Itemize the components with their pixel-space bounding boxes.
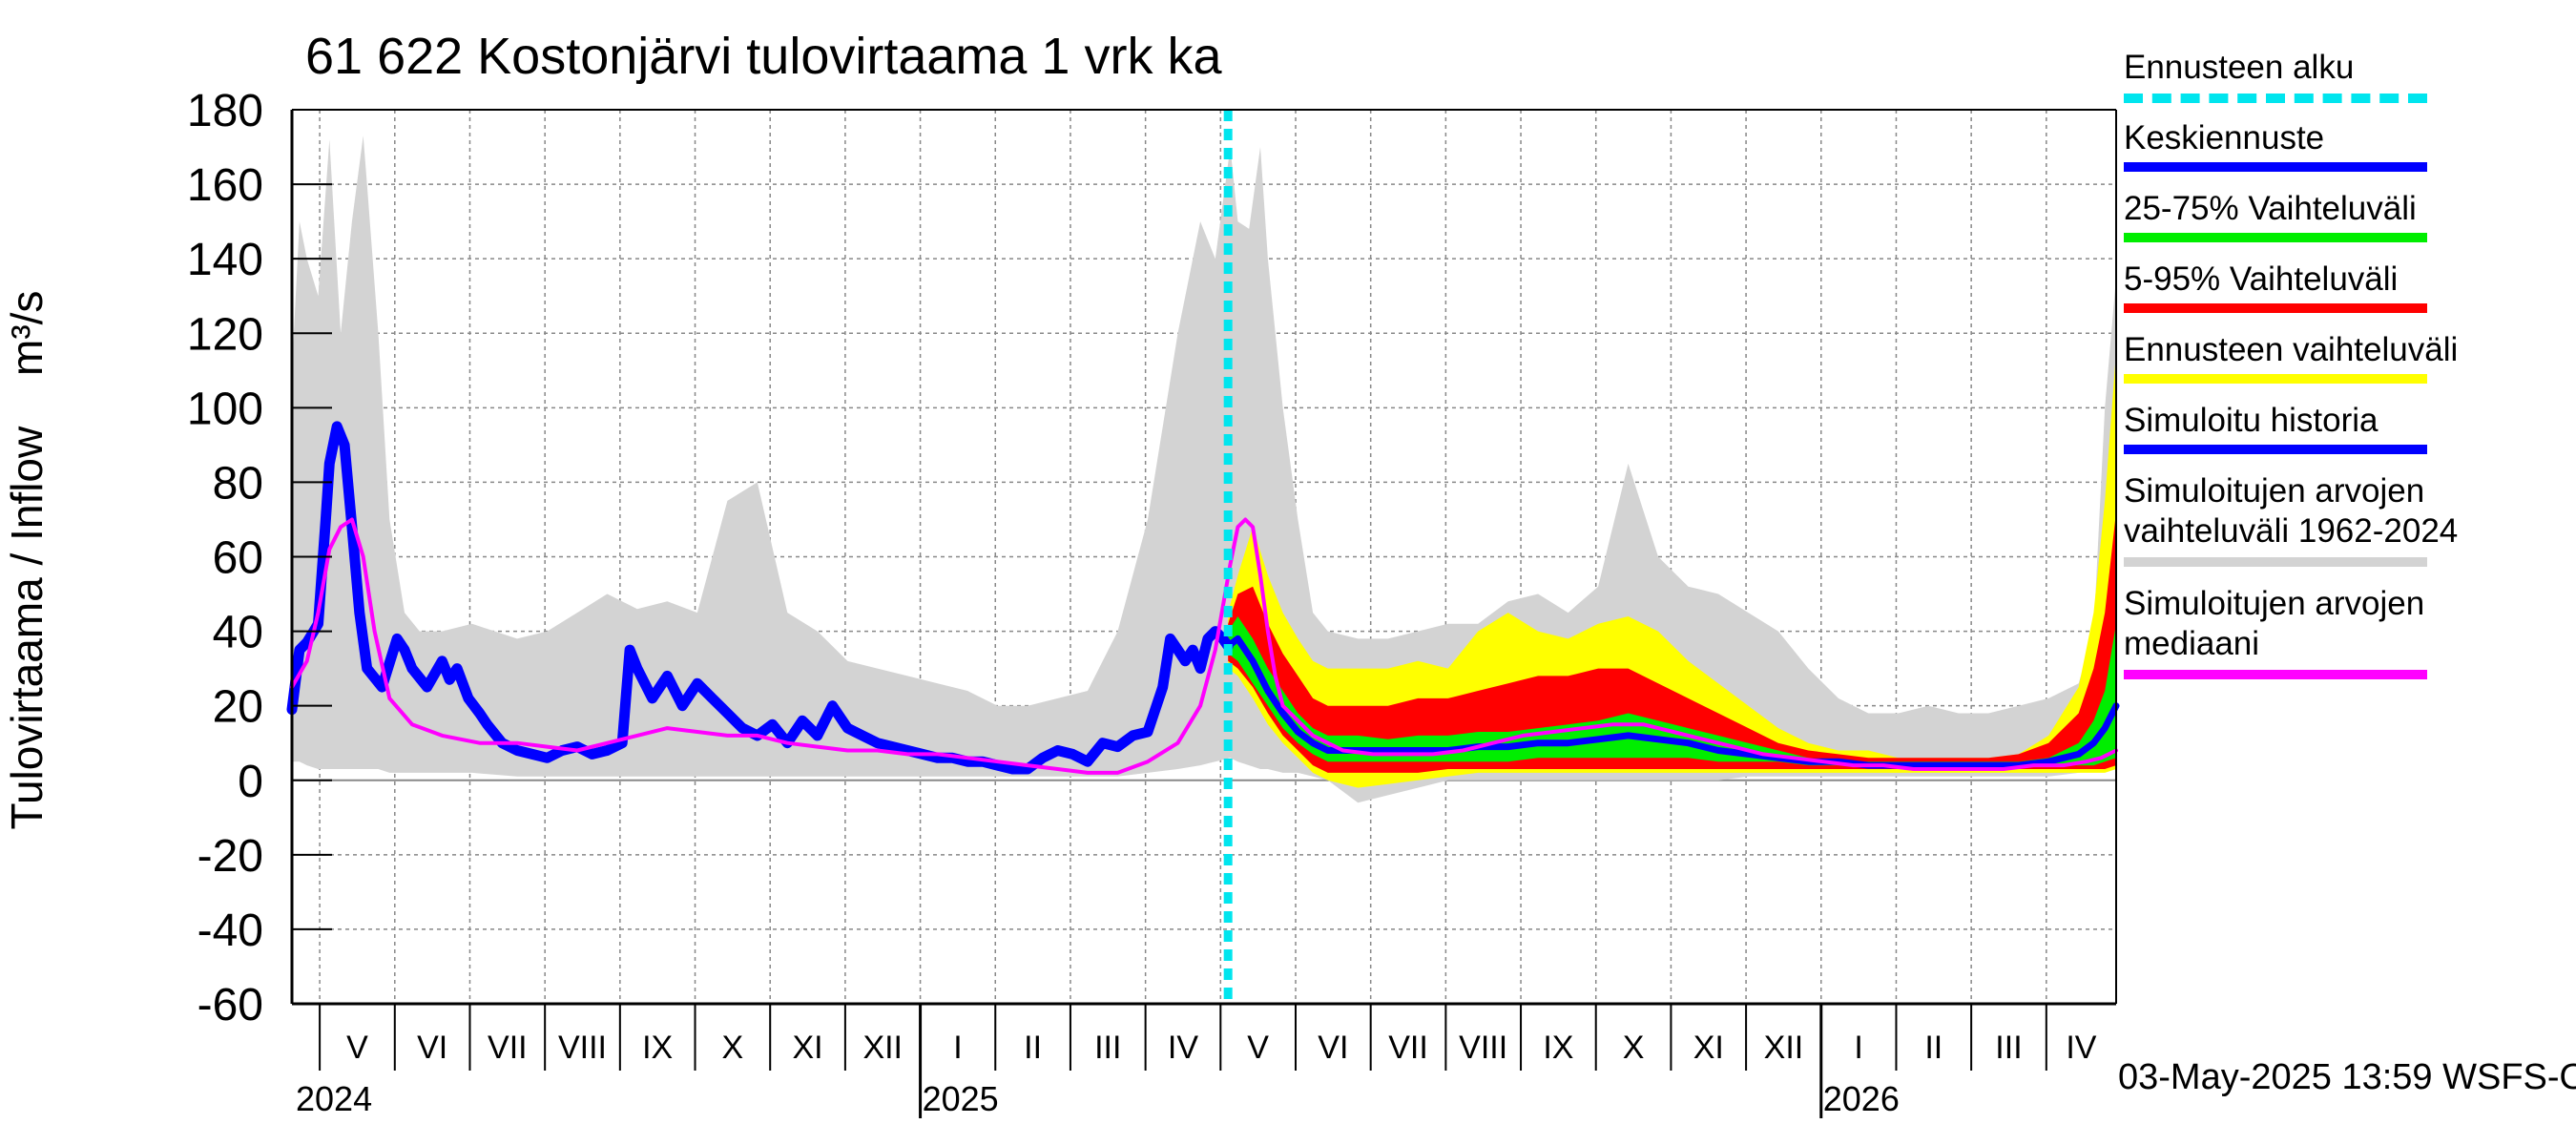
month-label: IV	[2066, 1030, 2096, 1066]
y-tick-label: 100	[187, 384, 263, 434]
year-label: 2026	[1823, 1079, 1900, 1118]
legend-swatch-sim-median	[2124, 670, 2427, 679]
month-label: X	[722, 1030, 744, 1066]
month-label: VIII	[1459, 1030, 1507, 1066]
legend-swatch-forecast-range	[2124, 374, 2427, 384]
month-label: I	[1854, 1030, 1862, 1066]
legend-label-simulated-history: Simuloitu historia	[2124, 402, 2379, 439]
year-label: 2025	[923, 1079, 999, 1118]
y-axis-label-text: Tulovirtaama / Inflow	[2, 426, 52, 830]
x-axis-ticks: V VI VII VIII IX X XI XII I II III IV V VI VII VIII IX X X…	[296, 1004, 2097, 1118]
y-tick-label: 20	[213, 682, 263, 733]
month-label: III	[1094, 1030, 1121, 1066]
month-label: IV	[1168, 1030, 1198, 1066]
y-tick-label: 160	[187, 160, 263, 211]
month-label: VI	[1318, 1030, 1348, 1066]
data-lines	[286, 110, 2120, 1004]
month-label: V	[346, 1030, 368, 1066]
legend-swatch-range-5-95	[2124, 303, 2427, 313]
range-5-95-band	[1228, 511, 2116, 773]
y-axis-ticks: 180 160 140 120 100 80 60 40 20 0 -20 -40 -60	[187, 86, 332, 1030]
legend-label-sim-range-2: vaihteluväli 1962-2024	[2124, 512, 2459, 550]
legend-swatch-simulated-history	[2124, 445, 2427, 454]
y-tick-label: 120	[187, 309, 263, 360]
month-label: XII	[1764, 1030, 1804, 1066]
month-label: II	[1924, 1030, 1942, 1066]
legend-label-mean-forecast: Keskiennuste	[2124, 119, 2325, 156]
sim-range-band	[292, 135, 2116, 803]
month-label: VI	[417, 1030, 447, 1066]
legend-swatch-mean-forecast	[2124, 162, 2427, 172]
month-label: XII	[862, 1030, 903, 1066]
legend-swatch-sim-range	[2124, 557, 2427, 567]
month-label: VII	[488, 1030, 528, 1066]
legend-label-forecast-range: Ennusteen vaihteluväli	[2124, 331, 2459, 368]
legend-label-sim-median-2: mediaani	[2124, 625, 2260, 662]
month-label: IX	[1543, 1030, 1573, 1066]
month-label: X	[1623, 1030, 1645, 1066]
y-tick-label: -40	[197, 906, 263, 956]
y-tick-label: -60	[197, 980, 263, 1030]
mean-forecast-line	[1224, 635, 2120, 769]
legend-label-sim-median-1: Simuloitujen arvojen	[2124, 585, 2425, 622]
month-label: XI	[1693, 1030, 1724, 1066]
month-label: VII	[1388, 1030, 1428, 1066]
y-axis-unit: m³/s	[2, 290, 52, 376]
legend-swatch-range-25-75	[2124, 233, 2427, 242]
y-tick-label: 60	[213, 533, 263, 584]
month-label: V	[1247, 1030, 1269, 1066]
y-tick-label: 80	[213, 458, 263, 509]
chart-title: 61 622 Kostonjärvi tulovirtaama 1 vrk ka	[305, 28, 1222, 85]
month-label: XI	[792, 1030, 822, 1066]
timestamp-footer: 03-May-2025 13:59 WSFS-O	[2118, 1057, 2576, 1097]
month-label: IX	[642, 1030, 673, 1066]
month-label: II	[1024, 1030, 1042, 1066]
y-tick-label: 140	[187, 235, 263, 285]
legend-label-sim-range-1: Simuloitujen arvojen	[2124, 472, 2425, 510]
range-25-75-band	[1228, 616, 2116, 766]
y-tick-label: 0	[238, 757, 263, 807]
legend-swatch-forecast-start	[2124, 94, 2427, 103]
month-label: III	[1995, 1030, 2022, 1066]
simulated-history-line	[286, 421, 1234, 775]
year-label: 2024	[296, 1079, 372, 1118]
legend-label-range-5-95: 5-95% Vaihteluväli	[2124, 260, 2399, 298]
y-tick-label: 180	[187, 86, 263, 136]
y-tick-label: 40	[213, 608, 263, 658]
month-label: I	[953, 1030, 962, 1066]
legend-label-forecast-start: Ennusteen alku	[2124, 49, 2355, 86]
y-axis-label: Tulovirtaama / Inflow m³/s	[1, 226, 52, 894]
sim-median-line	[290, 517, 2118, 775]
legend-label-range-25-75: 25-75% Vaihteluväli	[2124, 190, 2417, 227]
data-bands	[292, 135, 2116, 803]
month-label: VIII	[558, 1030, 607, 1066]
y-tick-label: -20	[197, 831, 263, 882]
forecast-range-band	[1228, 351, 2116, 788]
